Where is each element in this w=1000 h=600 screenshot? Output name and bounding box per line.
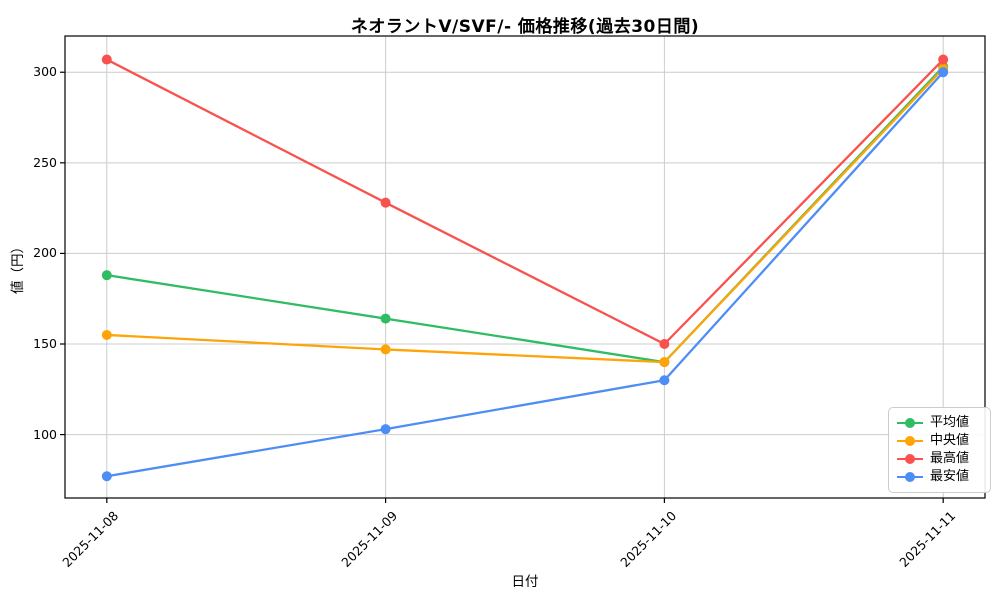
data-point	[938, 67, 949, 78]
legend-dot-icon	[905, 417, 915, 428]
series-line-3	[105, 58, 945, 346]
data-point	[101, 471, 112, 482]
legend-dot-icon	[905, 471, 915, 482]
series-line-4	[105, 71, 945, 478]
y-tick-label: 200	[33, 245, 57, 261]
series-line-1	[105, 65, 945, 364]
legend-line-icon	[897, 453, 923, 464]
y-tick-label: 250	[33, 154, 57, 170]
y-tick-label: 150	[33, 336, 57, 351]
data-point	[101, 329, 112, 340]
chart-title: ネオラントV/SVF/- 価格推移(過去30日間)	[350, 17, 700, 37]
legend: 平均値中央値最高値最安値	[888, 407, 991, 493]
legend-label: 最安値	[930, 469, 970, 484]
legend-line-icon	[897, 435, 923, 446]
y-tick-label: 300	[33, 64, 57, 80]
legend-label: 平均値	[930, 415, 970, 430]
y-axis-label: 値（円）	[10, 240, 26, 294]
legend-line-icon	[897, 417, 923, 428]
legend-line-icon	[897, 471, 923, 482]
data-point	[659, 357, 670, 368]
data-point	[101, 54, 112, 65]
y-tick-label: 100	[33, 426, 57, 442]
legend-dot-icon	[905, 435, 915, 446]
legend-dot-icon	[905, 453, 915, 464]
data-point	[101, 270, 112, 281]
data-point	[380, 197, 391, 208]
x-axis-label: 日付	[511, 574, 539, 590]
data-point	[380, 424, 391, 435]
legend-item: 平均値	[897, 414, 982, 432]
legend-item: 最安値	[897, 468, 982, 486]
legend-label: 最高値	[930, 451, 970, 466]
legend-label: 中央値	[930, 433, 970, 448]
data-point	[659, 339, 670, 349]
legend-item: 最高値	[897, 450, 982, 468]
legend-item: 中央値	[897, 432, 982, 450]
data-point	[380, 313, 391, 324]
data-point	[938, 54, 949, 65]
plot-border	[64, 35, 986, 499]
data-point	[659, 375, 670, 386]
data-point	[380, 344, 391, 355]
series-line-2	[105, 67, 945, 364]
